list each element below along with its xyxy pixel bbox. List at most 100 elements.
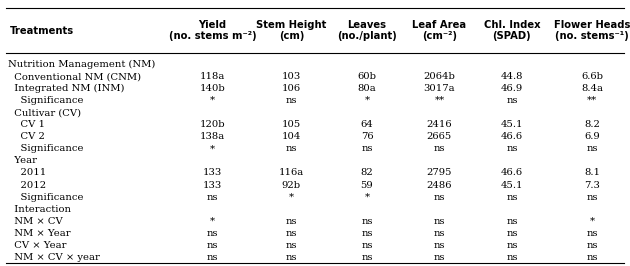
Text: Nutrition Management (NM): Nutrition Management (NM)	[8, 60, 156, 69]
Text: 104: 104	[282, 132, 301, 141]
Text: ns: ns	[285, 144, 297, 153]
Text: ns: ns	[361, 229, 373, 238]
Text: 46.6: 46.6	[501, 168, 523, 177]
Text: ns: ns	[207, 241, 219, 250]
Text: *: *	[210, 144, 215, 153]
Text: ns: ns	[506, 96, 518, 105]
Text: 6.9: 6.9	[584, 132, 600, 141]
Text: 46.9: 46.9	[501, 84, 523, 93]
Text: **: **	[587, 96, 597, 105]
Text: Significance: Significance	[8, 144, 84, 153]
Text: ns: ns	[361, 144, 373, 153]
Text: 45.1: 45.1	[501, 181, 523, 190]
Text: *: *	[590, 217, 595, 226]
Text: 46.6: 46.6	[501, 132, 523, 141]
Text: Year: Year	[8, 156, 37, 165]
Text: Integrated NM (INM): Integrated NM (INM)	[8, 84, 125, 93]
Text: 106: 106	[282, 84, 301, 93]
Text: ns: ns	[587, 144, 598, 153]
Text: ns: ns	[433, 144, 445, 153]
Text: 2064b: 2064b	[423, 72, 455, 81]
Text: 2012: 2012	[8, 181, 47, 190]
Text: *: *	[289, 193, 294, 202]
Text: ns: ns	[506, 241, 518, 250]
Text: 7.3: 7.3	[584, 181, 600, 190]
Text: **: **	[434, 96, 445, 105]
Text: ns: ns	[207, 193, 219, 202]
Text: ns: ns	[433, 193, 445, 202]
Text: 8.1: 8.1	[584, 168, 600, 177]
Text: 80a: 80a	[358, 84, 376, 93]
Text: ns: ns	[207, 253, 219, 262]
Text: Chl. Index
(SPAD): Chl. Index (SPAD)	[484, 20, 540, 41]
Text: ns: ns	[285, 229, 297, 238]
Text: Leaf Area
(cm⁻²): Leaf Area (cm⁻²)	[413, 20, 466, 41]
Text: 2795: 2795	[427, 168, 452, 177]
Text: ns: ns	[433, 229, 445, 238]
Text: 2665: 2665	[427, 132, 452, 141]
Text: CV × Year: CV × Year	[8, 241, 67, 250]
Text: 2416: 2416	[427, 120, 452, 129]
Text: 44.8: 44.8	[501, 72, 523, 81]
Text: ns: ns	[433, 217, 445, 226]
Text: ns: ns	[587, 241, 598, 250]
Text: ns: ns	[587, 253, 598, 262]
Text: ns: ns	[433, 241, 445, 250]
Text: 120b: 120b	[200, 120, 226, 129]
Text: *: *	[364, 96, 370, 105]
Text: NM × Year: NM × Year	[8, 229, 71, 238]
Text: NM × CV: NM × CV	[8, 217, 63, 226]
Text: Significance: Significance	[8, 96, 84, 105]
Text: Conventional NM (CNM): Conventional NM (CNM)	[8, 72, 141, 81]
Text: *: *	[210, 217, 215, 226]
Text: ns: ns	[285, 253, 297, 262]
Text: 138a: 138a	[200, 132, 226, 141]
Text: ns: ns	[285, 96, 297, 105]
Text: Cultivar (CV): Cultivar (CV)	[8, 108, 81, 117]
Text: 116a: 116a	[278, 168, 304, 177]
Text: ns: ns	[506, 217, 518, 226]
Text: 59: 59	[360, 181, 374, 190]
Text: 118a: 118a	[200, 72, 226, 81]
Text: ns: ns	[285, 217, 297, 226]
Text: 45.1: 45.1	[501, 120, 523, 129]
Text: NM × CV × year: NM × CV × year	[8, 253, 100, 262]
Text: Interaction: Interaction	[8, 205, 71, 214]
Text: ns: ns	[361, 217, 373, 226]
Text: 8.4a: 8.4a	[581, 84, 603, 93]
Text: 133: 133	[203, 168, 222, 177]
Text: 103: 103	[282, 72, 301, 81]
Text: 133: 133	[203, 181, 222, 190]
Text: 92b: 92b	[282, 181, 301, 190]
Text: ns: ns	[506, 229, 518, 238]
Text: CV 1: CV 1	[8, 120, 45, 129]
Text: ns: ns	[587, 193, 598, 202]
Text: ns: ns	[506, 253, 518, 262]
Text: ns: ns	[361, 253, 373, 262]
Text: ns: ns	[506, 193, 518, 202]
Text: Stem Height
(cm): Stem Height (cm)	[256, 20, 326, 41]
Text: CV 2: CV 2	[8, 132, 45, 141]
Text: ns: ns	[587, 229, 598, 238]
Text: *: *	[210, 96, 215, 105]
Text: Yield
(no. stems m⁻²): Yield (no. stems m⁻²)	[169, 20, 256, 41]
Text: 8.2: 8.2	[584, 120, 600, 129]
Text: ns: ns	[433, 253, 445, 262]
Text: Leaves
(no./plant): Leaves (no./plant)	[337, 20, 397, 41]
Text: *: *	[364, 193, 370, 202]
Text: Significance: Significance	[8, 193, 84, 202]
Text: 82: 82	[360, 168, 374, 177]
Text: 140b: 140b	[200, 84, 226, 93]
Text: 2486: 2486	[427, 181, 452, 190]
Text: ns: ns	[506, 144, 518, 153]
Text: ns: ns	[207, 229, 219, 238]
Text: ns: ns	[285, 241, 297, 250]
Text: 76: 76	[360, 132, 374, 141]
Text: ns: ns	[361, 241, 373, 250]
Text: 64: 64	[360, 120, 374, 129]
Text: 105: 105	[282, 120, 301, 129]
Text: Flower Heads
(no. stems⁻¹): Flower Heads (no. stems⁻¹)	[554, 20, 630, 41]
Text: 2011: 2011	[8, 168, 47, 177]
Text: Treatments: Treatments	[9, 26, 74, 36]
Text: 3017a: 3017a	[423, 84, 455, 93]
